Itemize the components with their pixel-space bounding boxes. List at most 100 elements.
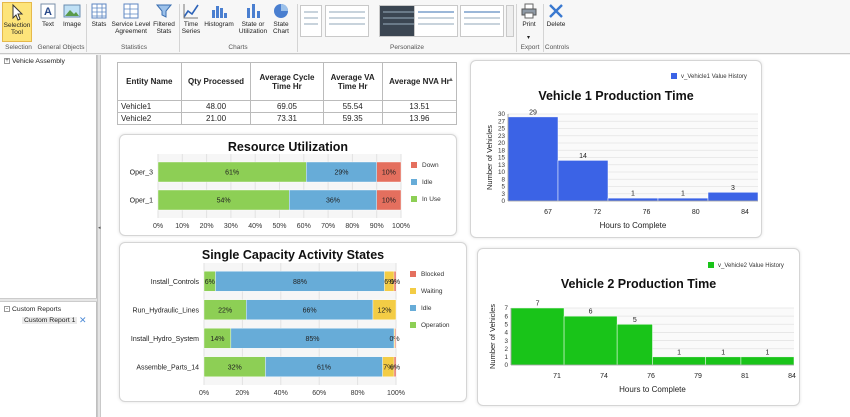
x-tick-label: 67 xyxy=(544,209,552,216)
stats-button[interactable]: Stats xyxy=(89,2,109,42)
y-tick-label: 13 xyxy=(498,162,506,169)
y-tick-label: 0 xyxy=(501,198,505,205)
chart-title: Vehicle 2 Production Time xyxy=(560,277,717,291)
y-tick-label: 8 xyxy=(501,176,505,183)
x-tick-label: 0% xyxy=(153,223,163,230)
stats-grid-icon xyxy=(91,3,107,19)
legend-swatch xyxy=(410,305,416,311)
legend-label: Idle xyxy=(422,179,433,186)
svg-text:A: A xyxy=(44,6,52,18)
histogram-bar xyxy=(657,197,709,202)
theme-thumbnail[interactable] xyxy=(414,5,458,37)
chevron-down-icon[interactable]: ▾ xyxy=(527,35,531,41)
table-cell: 48.00 xyxy=(180,100,252,113)
data-label: 1 xyxy=(766,349,770,356)
y-tick-label: 6 xyxy=(504,313,508,320)
bar-segment xyxy=(393,271,397,292)
vehicle1-histogram-card[interactable]: Vehicle 1 Production Time 0 3 5 8 10 13 15 18 20… xyxy=(470,60,762,238)
data-label: 0% xyxy=(390,279,400,286)
x-tick-label: 74 xyxy=(600,373,608,380)
group-label-general-objects: General Objects xyxy=(37,44,85,51)
theme-thumbnail[interactable] xyxy=(300,5,322,37)
tree-item-vehicle-assembly[interactable]: + Vehicle Assembly xyxy=(4,58,65,65)
theme-thumbnail[interactable] xyxy=(325,5,369,37)
vertical-splitter[interactable]: ◂ xyxy=(97,55,101,417)
chart-title: Vehicle 1 Production Time xyxy=(538,89,694,103)
legend-label: In Use xyxy=(422,196,441,203)
y-tick-label: 30 xyxy=(498,111,506,118)
category-label: Install_Controls xyxy=(151,279,200,286)
legend-label: Idle xyxy=(421,305,432,312)
histogram-bar xyxy=(616,324,653,366)
x-tick-label: 20% xyxy=(235,390,249,397)
y-tick-label: 3 xyxy=(501,191,505,198)
data-label: 6 xyxy=(589,309,593,316)
table-cell: 69.05 xyxy=(250,100,324,113)
ribbon-toolbar: Selection Tool A Text Image Stats Servic… xyxy=(0,0,850,54)
service-level-agreement-button[interactable]: Service Level Agreement xyxy=(111,2,151,42)
data-label: 1 xyxy=(631,191,635,198)
x-tick-label: 80% xyxy=(345,223,359,230)
legend-label: v_Vehicle2 Value History xyxy=(718,263,784,269)
x-tick-label: 40% xyxy=(248,223,262,230)
data-label: 3 xyxy=(731,185,735,192)
group-separator xyxy=(516,4,517,52)
sort-arrow-icon[interactable]: ▲ xyxy=(448,77,454,83)
y-tick-label: 3 xyxy=(504,338,508,345)
category-label: Install_Hydro_System xyxy=(131,336,199,343)
group-label-selection: Selection xyxy=(5,44,32,51)
histogram-bar xyxy=(707,192,759,202)
group-label-personalize: Personalize xyxy=(390,44,424,51)
remove-report-icon[interactable]: ✕ xyxy=(79,315,87,325)
y-tick-label: 2 xyxy=(504,346,508,353)
data-label: 10% xyxy=(382,198,396,205)
collapse-icon[interactable]: - xyxy=(4,306,10,313)
theme-thumbnail[interactable] xyxy=(460,5,504,37)
bar-state-icon xyxy=(247,4,260,18)
legend-label: Blocked xyxy=(421,271,445,278)
group-separator xyxy=(297,4,298,52)
group-separator xyxy=(86,4,87,52)
text-button[interactable]: A Text xyxy=(37,2,59,42)
x-axis-title: Hours to Complete xyxy=(619,385,686,394)
histogram-button[interactable]: Histogram xyxy=(203,2,235,42)
data-label: 54% xyxy=(217,198,231,205)
selection-tool-button[interactable]: Selection Tool xyxy=(2,2,32,42)
delete-button[interactable]: Delete xyxy=(545,2,567,42)
x-tick-label: 76 xyxy=(647,373,655,380)
legend-swatch xyxy=(411,179,417,185)
y-tick-label: 15 xyxy=(498,155,506,162)
expand-icon[interactable]: + xyxy=(4,58,10,65)
legend-swatch xyxy=(410,271,416,277)
group-label-controls: Controls xyxy=(544,44,570,51)
x-tick-label: 50% xyxy=(272,223,286,230)
x-tick-label: 90% xyxy=(370,223,384,230)
x-tick-label: 80% xyxy=(351,390,365,397)
resource-utilization-card[interactable]: Resource Utilization 0% 10% 20% 30% 40% 50% 60… xyxy=(119,134,457,236)
image-button[interactable]: Image xyxy=(60,2,84,42)
state-chart-button[interactable]: State Chart xyxy=(271,2,291,42)
time-series-button[interactable]: Time Series xyxy=(181,2,201,42)
data-label: 29 xyxy=(529,109,537,116)
legend-label: Waiting xyxy=(421,288,443,295)
table-row: Vehicle1 48.00 69.05 55.54 13.51 xyxy=(117,100,458,113)
tree-item-custom-reports[interactable]: - Custom Reports xyxy=(4,306,62,313)
bar-segment xyxy=(394,328,397,349)
print-button[interactable]: Print xyxy=(518,2,540,42)
delete-x-icon xyxy=(549,4,563,18)
gallery-scroll[interactable] xyxy=(506,5,514,37)
activity-states-card[interactable]: Single Capacity Activity States 0% 20% 40%… xyxy=(119,242,467,402)
histogram-bar xyxy=(507,116,559,202)
x-tick-label: 100% xyxy=(392,223,410,230)
legend-label: v_Vehicle1 Value History xyxy=(681,74,747,80)
tree-item-custom-report-1[interactable]: Custom Report 1 xyxy=(22,317,78,324)
filtered-stats-button[interactable]: Filtered Stats xyxy=(151,2,177,42)
panel-splitter[interactable] xyxy=(0,298,97,302)
data-label: 14% xyxy=(210,336,224,343)
state-or-utilization-button[interactable]: State or Utilization xyxy=(237,2,269,42)
data-label: 66% xyxy=(303,307,317,314)
x-tick-label: 0% xyxy=(199,390,209,397)
bar-segment xyxy=(372,299,397,320)
group-separator xyxy=(179,4,180,52)
